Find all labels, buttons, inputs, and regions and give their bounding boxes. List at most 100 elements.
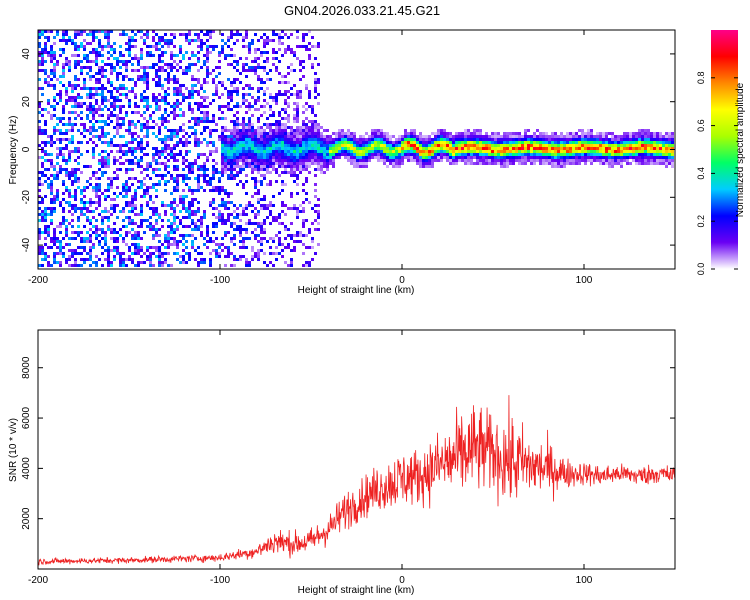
heatmap-cell: [122, 264, 125, 267]
heatmap-cell: [182, 225, 185, 228]
heatmap-cell: [293, 93, 296, 96]
heatmap-cell: [239, 171, 242, 174]
heatmap-cell: [191, 234, 194, 237]
heatmap-cell: [296, 96, 299, 99]
heatmap-cell: [47, 255, 50, 258]
heatmap-cell: [266, 87, 269, 90]
heatmap-cell: [185, 36, 188, 39]
heatmap-cell: [518, 159, 521, 162]
heatmap-cell: [266, 72, 269, 75]
heatmap-cell: [227, 108, 230, 111]
heatmap-cell: [434, 159, 437, 162]
heatmap-cell: [158, 57, 161, 60]
heatmap-cell: [92, 36, 95, 39]
heatmap-cell: [101, 192, 104, 195]
heatmap-cell: [134, 93, 137, 96]
heatmap-cell: [62, 36, 65, 39]
heatmap-cell: [233, 162, 236, 165]
heatmap-cell: [410, 147, 413, 150]
heatmap-cell: [236, 129, 239, 132]
heatmap-cell: [446, 141, 449, 144]
heatmap-cell: [44, 168, 47, 171]
heatmap-cell: [182, 204, 185, 207]
heatmap-cell: [125, 66, 128, 69]
heatmap-cell: [194, 144, 197, 147]
heatmap-cell: [431, 165, 434, 168]
heatmap-cell: [527, 159, 530, 162]
heatmap-cell: [110, 204, 113, 207]
heatmap-cell: [320, 126, 323, 129]
heatmap-cell: [281, 36, 284, 39]
heatmap-cell: [254, 72, 257, 75]
heatmap-cell: [428, 156, 431, 159]
heatmap-cell: [554, 165, 557, 168]
heatmap-cell: [230, 138, 233, 141]
heatmap-cell: [83, 87, 86, 90]
heatmap-cell: [101, 45, 104, 48]
heatmap-cell: [632, 147, 635, 150]
heatmap-cell: [125, 192, 128, 195]
heatmap-cell: [161, 177, 164, 180]
heatmap-cell: [146, 84, 149, 87]
heatmap-cell: [566, 150, 569, 153]
heatmap-cell: [347, 138, 350, 141]
heatmap-cell: [50, 159, 53, 162]
heatmap-cell: [275, 180, 278, 183]
heatmap-cell: [224, 192, 227, 195]
heatmap-cell: [209, 132, 212, 135]
heatmap-cell: [638, 138, 641, 141]
heatmap-cell: [119, 123, 122, 126]
heatmap-cell: [131, 207, 134, 210]
heatmap-cell: [449, 141, 452, 144]
heatmap-cell: [182, 255, 185, 258]
heatmap-cell: [269, 147, 272, 150]
heatmap-cell: [248, 201, 251, 204]
heatmap-cell: [626, 144, 629, 147]
heatmap-cell: [143, 135, 146, 138]
heatmap-cell: [140, 180, 143, 183]
heatmap-cell: [659, 159, 662, 162]
heatmap-cell: [98, 51, 101, 54]
heatmap-cell: [251, 39, 254, 42]
heatmap-cell: [212, 48, 215, 51]
heatmap-cell: [248, 120, 251, 123]
heatmap-cell: [224, 255, 227, 258]
heatmap-cell: [308, 90, 311, 93]
heatmap-cell: [257, 90, 260, 93]
heatmap-cell: [395, 162, 398, 165]
heatmap-cell: [290, 156, 293, 159]
heatmap-cell: [392, 150, 395, 153]
heatmap-cell: [557, 135, 560, 138]
heatmap-cell: [323, 156, 326, 159]
heatmap-cell: [239, 213, 242, 216]
heatmap-cell: [68, 60, 71, 63]
heatmap-cell: [485, 147, 488, 150]
heatmap-cell: [215, 171, 218, 174]
heatmap-cell: [140, 66, 143, 69]
heatmap-cell: [176, 78, 179, 81]
heatmap-cell: [53, 168, 56, 171]
heatmap-cell: [125, 195, 128, 198]
heatmap-cell: [572, 132, 575, 135]
heatmap-cell: [449, 159, 452, 162]
heatmap-cell: [152, 156, 155, 159]
heatmap-cell: [47, 159, 50, 162]
heatmap-cell: [92, 60, 95, 63]
heatmap-cell: [41, 57, 44, 60]
heatmap-cell: [575, 147, 578, 150]
heatmap-cell: [326, 162, 329, 165]
heatmap-cell: [188, 189, 191, 192]
heatmap-cell: [155, 183, 158, 186]
heatmap-cell: [353, 156, 356, 159]
x-tick-label: 100: [576, 575, 593, 586]
heatmap-cell: [590, 159, 593, 162]
heatmap-cell: [188, 168, 191, 171]
heatmap-cell: [209, 237, 212, 240]
heatmap-cell: [74, 30, 77, 33]
heatmap-cell: [98, 189, 101, 192]
heatmap-cell: [215, 45, 218, 48]
y-tick-label: 40: [21, 48, 32, 60]
heatmap-cell: [170, 264, 173, 267]
heatmap-cell: [170, 201, 173, 204]
heatmap-cell: [266, 144, 269, 147]
